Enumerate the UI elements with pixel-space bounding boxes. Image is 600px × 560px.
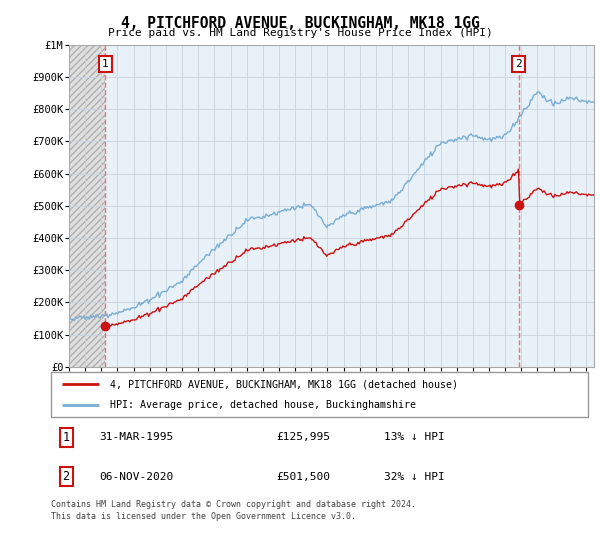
Text: £501,500: £501,500 <box>277 472 331 482</box>
Text: Contains HM Land Registry data © Crown copyright and database right 2024.: Contains HM Land Registry data © Crown c… <box>51 500 416 508</box>
Text: 1: 1 <box>62 431 70 444</box>
Bar <box>69 45 106 367</box>
Text: 32% ↓ HPI: 32% ↓ HPI <box>384 472 445 482</box>
Text: This data is licensed under the Open Government Licence v3.0.: This data is licensed under the Open Gov… <box>51 512 356 521</box>
Text: 2: 2 <box>62 470 70 483</box>
Text: 06-NOV-2020: 06-NOV-2020 <box>100 472 173 482</box>
Text: 1: 1 <box>102 59 109 69</box>
Text: 13% ↓ HPI: 13% ↓ HPI <box>384 432 445 442</box>
Text: 4, PITCHFORD AVENUE, BUCKINGHAM, MK18 1GG (detached house): 4, PITCHFORD AVENUE, BUCKINGHAM, MK18 1G… <box>110 380 458 390</box>
Text: 31-MAR-1995: 31-MAR-1995 <box>100 432 173 442</box>
Text: Price paid vs. HM Land Registry's House Price Index (HPI): Price paid vs. HM Land Registry's House … <box>107 28 493 38</box>
Text: £125,995: £125,995 <box>277 432 331 442</box>
Text: 4, PITCHFORD AVENUE, BUCKINGHAM, MK18 1GG: 4, PITCHFORD AVENUE, BUCKINGHAM, MK18 1G… <box>121 16 479 31</box>
Text: 2: 2 <box>515 59 522 69</box>
Text: HPI: Average price, detached house, Buckinghamshire: HPI: Average price, detached house, Buck… <box>110 400 416 410</box>
